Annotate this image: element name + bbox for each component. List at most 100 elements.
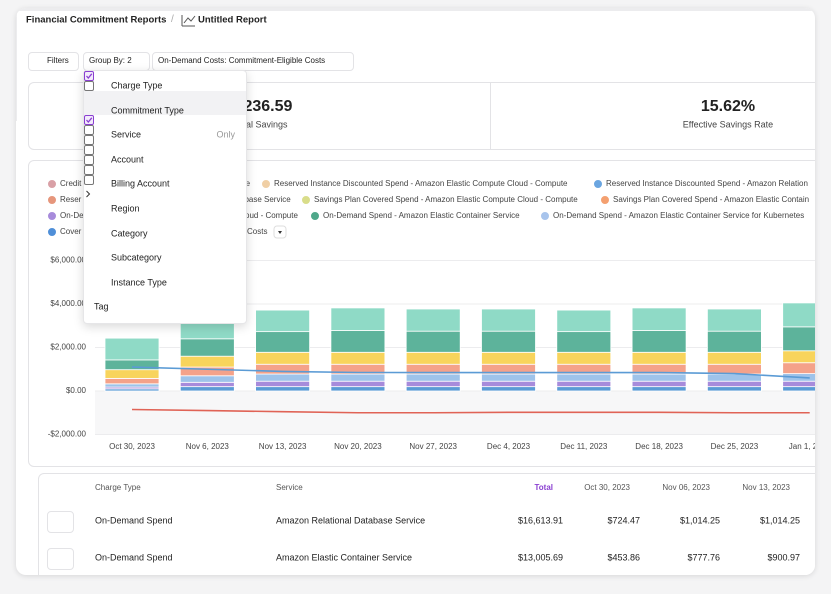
bar-segment xyxy=(104,383,160,388)
bar-segment xyxy=(782,326,815,352)
table-cell: $16,613.91 xyxy=(517,515,563,526)
menu-item[interactable]: Commitment Type xyxy=(111,105,184,116)
stat-value: ,236.59 xyxy=(239,98,293,115)
bar-segment xyxy=(255,331,311,353)
report-title: Untitled Report xyxy=(198,14,267,26)
bar-segment xyxy=(481,386,536,392)
checkbox[interactable] xyxy=(84,71,94,81)
menu-item[interactable]: Category xyxy=(111,228,148,239)
row-chart-button[interactable] xyxy=(47,548,74,570)
bar-segment xyxy=(707,386,762,392)
x-tick-label: Nov 6, 2023 xyxy=(186,442,230,451)
legend-label: abase Service xyxy=(240,195,291,204)
column-header[interactable]: Charge Type xyxy=(95,483,141,492)
legend-swatch xyxy=(540,211,550,221)
bar-segment xyxy=(330,351,386,365)
column-header[interactable]: Total xyxy=(534,483,553,492)
x-tick-label: Nov 13, 2023 xyxy=(259,442,307,451)
bar-segment xyxy=(707,351,762,365)
menu-item[interactable]: Charge Type xyxy=(111,80,163,91)
bar-segment xyxy=(556,309,612,333)
column-header[interactable]: Nov 06, 2023 xyxy=(662,483,710,492)
bar-segment xyxy=(707,308,762,332)
checkbox[interactable] xyxy=(84,145,94,155)
x-tick-label: Dec 18, 2023 xyxy=(635,442,683,451)
bar-segment xyxy=(707,330,762,353)
checkbox[interactable] xyxy=(84,115,94,125)
checkbox[interactable] xyxy=(84,175,94,185)
filters: Filters xyxy=(47,56,69,65)
bar-segment xyxy=(405,330,461,353)
x-tick-label: Dec 25, 2023 xyxy=(711,442,759,451)
bar-segment xyxy=(104,377,160,385)
bar-segment xyxy=(631,386,687,392)
bar-segment xyxy=(179,338,235,357)
table-cell: $13,005.69 xyxy=(517,552,563,563)
x-tick-label: Nov 27, 2023 xyxy=(409,442,457,451)
bar-segment xyxy=(104,369,160,379)
bar-segment xyxy=(179,375,235,383)
stat-value: 15.62% xyxy=(700,98,756,115)
checkbox[interactable] xyxy=(84,165,94,175)
legend-label: Reser xyxy=(60,195,82,204)
bar-segment xyxy=(179,386,235,392)
legend-label: Cover xyxy=(60,227,82,236)
column-header[interactable]: Nov 13, 2023 xyxy=(742,483,790,492)
menu-item[interactable]: Service xyxy=(111,129,142,140)
legend-label: On-De xyxy=(60,211,84,220)
bar-segment xyxy=(330,373,386,382)
menu-item[interactable]: Tag xyxy=(94,301,109,312)
menu-item[interactable]: Region xyxy=(111,203,140,214)
legend-label: Costs xyxy=(247,227,267,236)
bar-segment xyxy=(255,380,311,388)
legend-label: Savings Plan Covered Spend - Amazon Elas… xyxy=(613,195,809,204)
separator: / xyxy=(171,14,174,25)
menu-item[interactable]: Account xyxy=(111,154,144,165)
table-cell: $453.86 xyxy=(607,552,640,563)
table-cell: $777.76 xyxy=(687,552,720,563)
stat-label: Effective Savings Rate xyxy=(682,119,774,130)
y-tick-label: $4,000.00 xyxy=(50,299,86,308)
bar-segment xyxy=(481,351,536,365)
bar-segment xyxy=(782,350,815,364)
bar-segment xyxy=(631,380,687,388)
bar-segment xyxy=(782,362,815,375)
line xyxy=(131,366,810,379)
report-card: CreditateReserved Instance Discounted Sp… xyxy=(16,8,815,575)
legend-label: Reserved Instance Discounted Spend - Ama… xyxy=(274,179,568,188)
menu-row-highlight xyxy=(84,91,246,115)
checkbox[interactable] xyxy=(84,155,94,165)
column-header[interactable]: Service xyxy=(276,483,303,492)
legend-swatch xyxy=(47,195,57,205)
cost-type-button[interactable] xyxy=(152,52,354,71)
menu-item[interactable]: Billing Account xyxy=(111,178,170,189)
bar-segment xyxy=(556,380,612,388)
column-header[interactable]: Oct 30, 2023 xyxy=(584,483,630,492)
bar-segment xyxy=(330,330,386,353)
legend-label: Savings Plan Covered Spend - Amazon Elas… xyxy=(314,195,578,204)
table-cell: Amazon Elastic Container Service xyxy=(276,552,413,563)
table-cell: $1,014.25 xyxy=(679,515,720,526)
bar-segment xyxy=(556,351,612,365)
checkbox[interactable] xyxy=(84,81,94,91)
y-tick-label: $0.00 xyxy=(66,386,87,395)
row-divider xyxy=(16,9,815,10)
menu-item[interactable]: Instance Type xyxy=(111,277,167,288)
line xyxy=(131,408,810,414)
bar-segment xyxy=(782,302,815,328)
check xyxy=(86,117,93,123)
row-chart-button[interactable] xyxy=(47,511,74,533)
bar-segment xyxy=(631,373,687,382)
bar-segment xyxy=(631,330,687,353)
filters-button[interactable] xyxy=(28,52,79,71)
menu-item[interactable]: Subcategory xyxy=(111,252,162,263)
check xyxy=(86,73,93,79)
checkbox[interactable] xyxy=(84,125,94,135)
checkbox[interactable] xyxy=(84,135,94,145)
bar-segment xyxy=(631,351,687,365)
x-tick-label: Jan 1, 2024 xyxy=(789,442,815,451)
x-tick-label: Dec 11, 2023 xyxy=(560,442,608,451)
table-cell: On-Demand Spend xyxy=(95,515,173,526)
chart: CreditateReserved Instance Discounted Sp… xyxy=(35,15,815,563)
